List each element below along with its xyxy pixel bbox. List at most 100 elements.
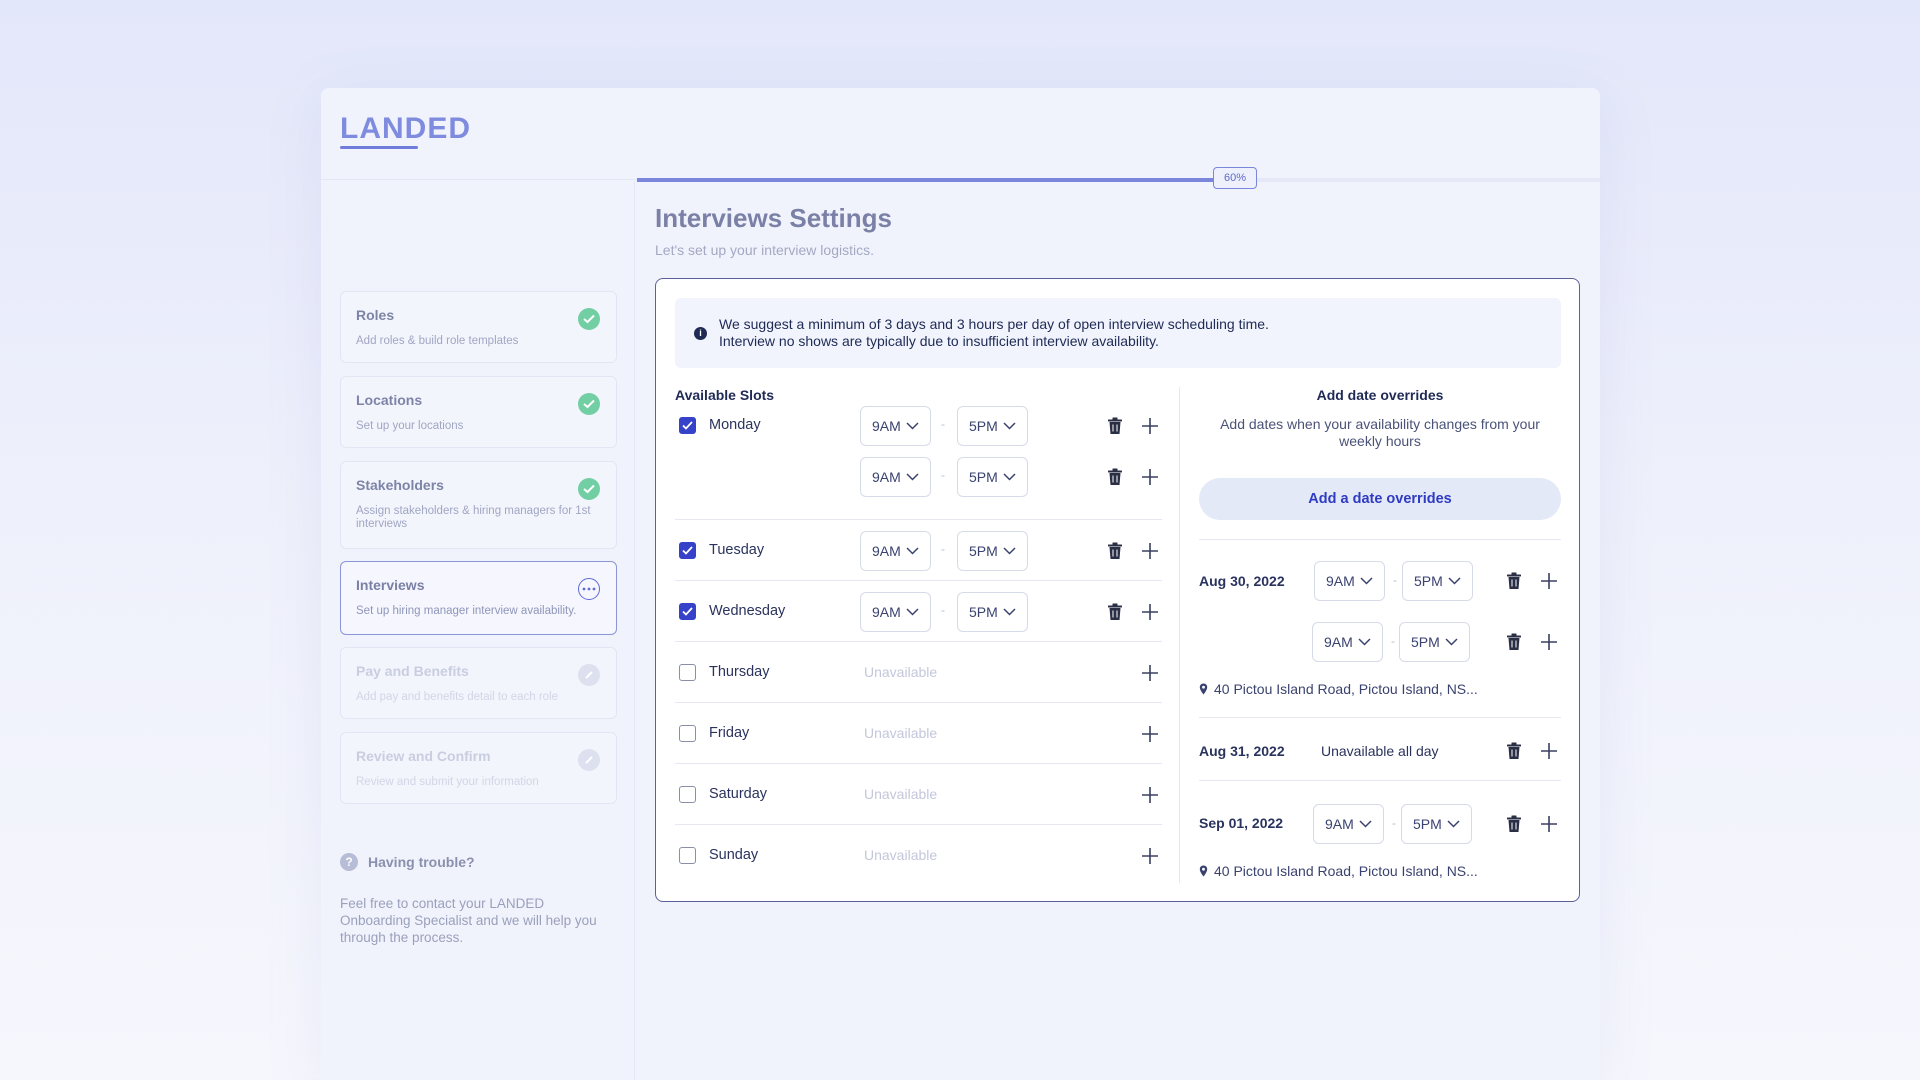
- step-desc: Set up your locations: [356, 420, 464, 432]
- time-value: 9AM: [872, 604, 901, 620]
- unavailable-text: Unavailable: [864, 725, 938, 741]
- plus-icon[interactable]: [1141, 664, 1159, 682]
- time-value: 9AM: [872, 543, 901, 559]
- start-time-select[interactable]: 9AM: [860, 457, 931, 497]
- check-icon: [578, 478, 600, 500]
- logo-underline: [340, 146, 418, 149]
- plus-icon[interactable]: [1141, 417, 1159, 435]
- trash-icon[interactable]: [1107, 417, 1123, 435]
- step-interviews[interactable]: Interviews Set up hiring manager intervi…: [340, 561, 617, 635]
- trash-icon[interactable]: [1506, 572, 1522, 590]
- step-pay-benefits[interactable]: Pay and Benefits Add pay and benefits de…: [340, 647, 617, 719]
- more-icon: [578, 578, 600, 600]
- chevron-down-icon: [1003, 422, 1016, 430]
- thursday-checkbox[interactable]: [679, 664, 696, 681]
- check-icon: [578, 393, 600, 415]
- start-time-select[interactable]: 9AM: [1312, 622, 1383, 662]
- day-row-thursday: Thursday Unavailable: [675, 642, 1162, 703]
- wednesday-checkbox[interactable]: [679, 603, 696, 620]
- trash-icon[interactable]: [1506, 742, 1522, 760]
- time-value: 5PM: [1414, 573, 1443, 589]
- override-location: 40 Pictou Island Road, Pictou Island, NS…: [1199, 863, 1478, 879]
- trash-icon[interactable]: [1107, 468, 1123, 486]
- start-time-select[interactable]: 9AM: [860, 406, 931, 446]
- chevron-down-icon: [1447, 820, 1460, 828]
- step-stakeholders[interactable]: Stakeholders Assign stakeholders & hirin…: [340, 461, 617, 549]
- override-unavailable-text: Unavailable all day: [1321, 743, 1439, 759]
- step-title: Stakeholders: [356, 477, 444, 493]
- plus-icon[interactable]: [1540, 572, 1558, 590]
- day-label: Monday: [709, 417, 761, 433]
- day-label: Tuesday: [709, 542, 765, 558]
- time-value: 9AM: [872, 469, 901, 485]
- start-time-select[interactable]: 9AM: [860, 531, 931, 571]
- plus-icon[interactable]: [1141, 847, 1159, 865]
- plus-icon[interactable]: [1141, 542, 1159, 560]
- range-dash: -: [941, 417, 945, 431]
- friday-checkbox[interactable]: [679, 725, 696, 742]
- column-divider: [1179, 387, 1180, 883]
- plus-icon[interactable]: [1141, 468, 1159, 486]
- unavailable-text: Unavailable: [864, 664, 938, 680]
- monday-checkbox[interactable]: [679, 417, 696, 434]
- end-time-select[interactable]: 5PM: [1402, 561, 1473, 601]
- end-time-select[interactable]: 5PM: [957, 531, 1028, 571]
- date-overrides: Add date overrides Add dates when your a…: [1199, 387, 1561, 879]
- trash-icon[interactable]: [1107, 542, 1123, 560]
- trash-icon[interactable]: [1506, 815, 1522, 833]
- time-value: 5PM: [969, 418, 998, 434]
- unavailable-text: Unavailable: [864, 847, 938, 863]
- range-dash: -: [941, 542, 945, 556]
- step-desc: Add pay and benefits detail to each role: [356, 691, 559, 703]
- step-desc: Review and submit your information: [356, 776, 539, 788]
- end-time-select[interactable]: 5PM: [1401, 804, 1472, 844]
- override-date: Sep 01, 2022: [1199, 815, 1284, 831]
- plus-icon[interactable]: [1141, 725, 1159, 743]
- saturday-checkbox[interactable]: [679, 786, 696, 803]
- override-date: Aug 30, 2022: [1199, 573, 1285, 589]
- help-title: Having trouble?: [368, 854, 475, 870]
- chevron-down-icon: [906, 547, 919, 555]
- step-review-confirm[interactable]: Review and Confirm Review and submit you…: [340, 732, 617, 804]
- plus-icon[interactable]: [1540, 633, 1558, 651]
- available-slots: Available Slots Monday 9AM - 5PM: [675, 387, 1162, 864]
- plus-icon[interactable]: [1540, 742, 1558, 760]
- plus-icon[interactable]: [1540, 815, 1558, 833]
- start-time-select[interactable]: 9AM: [1314, 561, 1385, 601]
- plus-icon[interactable]: [1141, 603, 1159, 621]
- time-value: 5PM: [1413, 816, 1442, 832]
- start-time-select[interactable]: 9AM: [1313, 804, 1384, 844]
- chevron-down-icon: [906, 422, 919, 430]
- trash-icon[interactable]: [1107, 603, 1123, 621]
- slots-title: Available Slots: [675, 387, 775, 403]
- step-roles[interactable]: Roles Add roles & build role templates: [340, 291, 617, 363]
- notice-banner: i We suggest a minimum of 3 days and 3 h…: [675, 298, 1561, 368]
- trash-icon[interactable]: [1506, 633, 1522, 651]
- step-desc: Add roles & build role templates: [356, 335, 519, 347]
- chevron-down-icon: [906, 608, 919, 616]
- day-row-monday: Monday 9AM - 5PM 9AM - 5PM: [675, 406, 1162, 520]
- sidebar: Roles Add roles & build role templates L…: [321, 181, 635, 1080]
- step-title: Roles: [356, 307, 395, 323]
- time-value: 5PM: [969, 543, 998, 559]
- start-time-select[interactable]: 9AM: [860, 592, 931, 632]
- plus-icon[interactable]: [1141, 786, 1159, 804]
- end-time-select[interactable]: 5PM: [1399, 622, 1470, 662]
- range-dash: -: [941, 468, 945, 482]
- end-time-select[interactable]: 5PM: [957, 457, 1028, 497]
- sunday-checkbox[interactable]: [679, 847, 696, 864]
- end-time-select[interactable]: 5PM: [957, 592, 1028, 632]
- progress-bar: 60%: [637, 167, 1600, 189]
- chevron-down-icon: [1359, 820, 1372, 828]
- day-row-wednesday: Wednesday 9AM - 5PM: [675, 581, 1162, 642]
- step-locations[interactable]: Locations Set up your locations: [340, 376, 617, 448]
- end-time-select[interactable]: 5PM: [957, 406, 1028, 446]
- pending-icon: [578, 749, 600, 771]
- overrides-title: Add date overrides: [1316, 387, 1444, 403]
- day-row-sunday: Sunday Unavailable: [675, 825, 1162, 886]
- add-date-override-button[interactable]: Add a date overrides: [1199, 478, 1561, 520]
- divider: [1199, 780, 1561, 781]
- app-window: LANDED Roles Add roles & build role temp…: [321, 88, 1600, 1080]
- time-value: 5PM: [1411, 634, 1440, 650]
- tuesday-checkbox[interactable]: [679, 542, 696, 559]
